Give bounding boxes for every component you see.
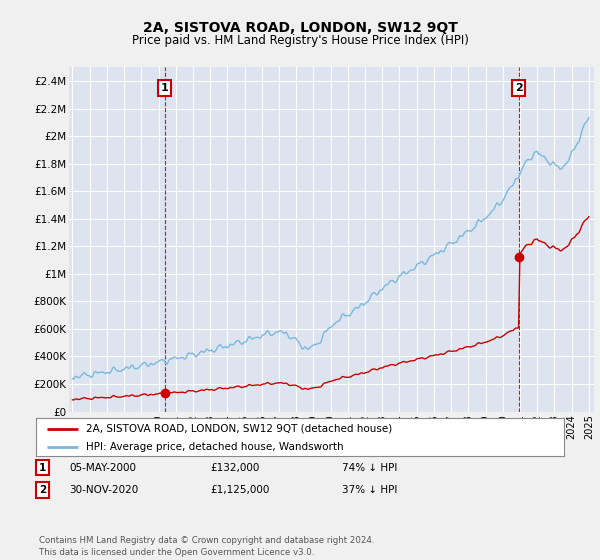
Text: 05-MAY-2000: 05-MAY-2000 — [69, 463, 136, 473]
Text: 30-NOV-2020: 30-NOV-2020 — [69, 485, 138, 495]
Text: HPI: Average price, detached house, Wandsworth: HPI: Average price, detached house, Wand… — [86, 442, 344, 452]
Text: 2A, SISTOVA ROAD, LONDON, SW12 9QT (detached house): 2A, SISTOVA ROAD, LONDON, SW12 9QT (deta… — [86, 424, 392, 434]
Text: £132,000: £132,000 — [210, 463, 259, 473]
Text: £1,125,000: £1,125,000 — [210, 485, 269, 495]
Text: 2: 2 — [515, 83, 523, 93]
Text: Contains HM Land Registry data © Crown copyright and database right 2024.
This d: Contains HM Land Registry data © Crown c… — [39, 536, 374, 557]
Text: 2: 2 — [39, 485, 46, 495]
Text: 1: 1 — [161, 83, 169, 93]
Text: 1: 1 — [39, 463, 46, 473]
Text: Price paid vs. HM Land Registry's House Price Index (HPI): Price paid vs. HM Land Registry's House … — [131, 34, 469, 46]
Text: 74% ↓ HPI: 74% ↓ HPI — [342, 463, 397, 473]
Text: 2A, SISTOVA ROAD, LONDON, SW12 9QT: 2A, SISTOVA ROAD, LONDON, SW12 9QT — [143, 21, 457, 35]
Text: 37% ↓ HPI: 37% ↓ HPI — [342, 485, 397, 495]
